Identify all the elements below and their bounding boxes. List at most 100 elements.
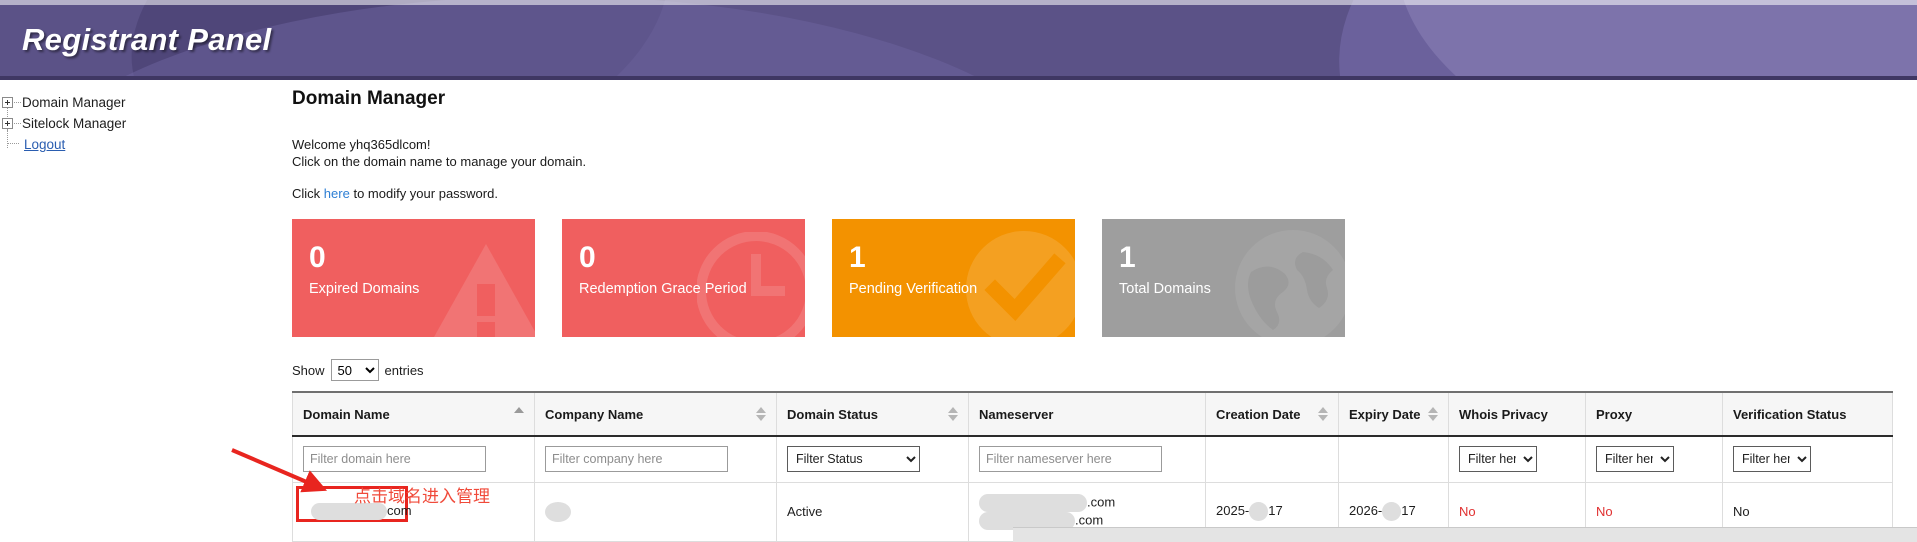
stat-card-expired-domains[interactable]: 0 Expired Domains (292, 219, 535, 337)
column-label: Domain Status (787, 406, 879, 422)
column-label: Proxy (1596, 406, 1633, 422)
column-header-proxy[interactable]: Proxy (1585, 391, 1723, 437)
welcome-block: Welcome yhq365dlcom! Click on the domain… (292, 136, 1892, 170)
sidebar-item-label: Sitelock Manager (22, 116, 127, 131)
redacted-date-blob (1382, 502, 1402, 521)
banner-bottom-border (0, 76, 1917, 80)
column-header-domain-status[interactable]: Domain Status (776, 391, 969, 437)
redacted-domain-blob (311, 503, 387, 521)
sort-ascending-icon[interactable] (514, 406, 524, 422)
cell-domain-status: Active (776, 481, 969, 542)
domain-status-value: Active (787, 504, 823, 519)
expand-plus-icon[interactable] (2, 97, 13, 108)
stat-value: 1 (1119, 241, 1136, 274)
sidebar-item-sitelock-manager[interactable]: Sitelock Manager (0, 113, 280, 148)
sort-toggle-icon[interactable] (1318, 406, 1328, 422)
column-header-whois-privacy[interactable]: Whois Privacy (1448, 391, 1586, 437)
nameserver-suffix: .com (1087, 493, 1116, 509)
nameserver-suffix: .com (1075, 511, 1104, 527)
domain-filter-input[interactable] (303, 446, 486, 473)
tree-vline (7, 108, 8, 127)
app-banner: Registrant Panel (0, 0, 1917, 76)
stat-label: Total Domains (1119, 281, 1211, 297)
bottom-overlay-strip (1013, 527, 1917, 542)
verification-filter-select[interactable]: Filter hereYesNo (1733, 446, 1811, 473)
main-content: Domain Manager Welcome yhq365dlcom! Clic… (292, 88, 1893, 542)
filter-cell-verification-status: Filter hereYesNo (1722, 435, 1893, 483)
proxy-filter-select[interactable]: Filter hereYesNo (1596, 446, 1674, 473)
verification-status-value: No (1733, 504, 1750, 519)
tree-connector (14, 102, 21, 103)
sidebar-nav: Domain Manager Sitelock Manager Logout (0, 92, 280, 155)
redacted-date-blob (1249, 502, 1269, 521)
sidebar-item-logout[interactable]: Logout (0, 130, 280, 155)
sidebar-item-label[interactable]: Logout (24, 137, 66, 152)
table-header-row: Domain Name Company Name Domain Status N… (292, 391, 1893, 437)
redacted-nameserver-blob (979, 511, 1075, 530)
column-header-domain-name[interactable]: Domain Name (292, 391, 535, 437)
sidebar-item-domain-manager[interactable]: Domain Manager (0, 92, 280, 127)
sort-toggle-icon[interactable] (1428, 406, 1438, 422)
tree-connector (14, 123, 21, 124)
page-length-select[interactable]: 102550100 (330, 359, 379, 381)
domains-table: Domain Name Company Name Domain Status N… (292, 391, 1893, 542)
column-label: Verification Status (1733, 406, 1847, 422)
creation-date-suffix: 17 (1268, 502, 1283, 518)
whois-privacy-filter-select[interactable]: Filter hereYesNo (1459, 446, 1537, 473)
filter-cell-expiry-date (1338, 435, 1449, 483)
stat-value: 0 (579, 241, 596, 274)
annotation-text: 点击域名进入管理 (354, 487, 490, 507)
stat-label: Expired Domains (309, 281, 420, 297)
proxy-value: No (1596, 504, 1613, 519)
filter-cell-whois-privacy: Filter hereYesNo (1448, 435, 1586, 483)
password-hint-line: Click here to modify your password. (292, 186, 1892, 201)
expand-plus-icon[interactable] (2, 118, 13, 129)
nameserver-filter-input[interactable] (979, 446, 1162, 473)
column-label: Company Name (545, 406, 644, 422)
cell-company-name (534, 481, 777, 542)
column-header-nameserver[interactable]: Nameserver (968, 391, 1206, 437)
table-filter-row: Filter StatusActiveExpiredPending Filter… (292, 435, 1893, 483)
whois-privacy-value: No (1459, 504, 1476, 519)
sort-toggle-icon[interactable] (756, 406, 766, 422)
password-hint-prefix: Click (292, 186, 321, 201)
page-title: Domain Manager (292, 88, 446, 109)
column-label: Expiry Date (1349, 406, 1421, 422)
change-password-link[interactable]: here (323, 186, 350, 201)
globe-icon (1231, 226, 1345, 337)
status-filter-select[interactable]: Filter StatusActiveExpiredPending (787, 446, 920, 473)
check-circle-icon (963, 228, 1075, 337)
column-label: Nameserver (979, 406, 1054, 422)
warning-triangle-icon (427, 240, 535, 337)
stat-value: 0 (309, 241, 326, 274)
stat-value: 1 (849, 241, 866, 274)
filter-cell-domain-status: Filter StatusActiveExpiredPending (776, 435, 969, 483)
redacted-company-blob (545, 501, 571, 522)
nameserver-line-2: .com (979, 511, 1195, 530)
stat-card-total-domains[interactable]: 1 Total Domains (1102, 219, 1345, 337)
expiry-date-prefix: 2026- (1349, 502, 1383, 518)
annotation-arrow-icon (231, 448, 328, 493)
stat-label: Pending Verification (849, 281, 978, 297)
stat-label: Redemption Grace Period (579, 281, 747, 297)
stat-card-redemption-grace-period[interactable]: 0 Redemption Grace Period (562, 219, 805, 337)
nameserver-line-1: .com (979, 493, 1195, 512)
column-header-expiry-date[interactable]: Expiry Date (1338, 391, 1449, 437)
stat-card-pending-verification[interactable]: 1 Pending Verification (832, 219, 1075, 337)
filter-cell-company-name (534, 435, 777, 483)
stat-cards: 0 Expired Domains 0 Redemption Grace Per… (292, 219, 1892, 337)
column-header-creation-date[interactable]: Creation Date (1205, 391, 1339, 437)
column-header-company-name[interactable]: Company Name (534, 391, 777, 437)
filter-cell-creation-date (1205, 435, 1339, 483)
column-label: Whois Privacy (1459, 406, 1548, 422)
sort-toggle-icon[interactable] (948, 406, 958, 422)
filter-cell-nameserver (968, 435, 1206, 483)
welcome-instruction: Click on the domain name to manage your … (292, 154, 587, 169)
cell-domain-name[interactable]: com (292, 481, 535, 542)
sidebar-item-label: Domain Manager (22, 95, 126, 110)
banner-top-highlight (0, 0, 1917, 5)
column-header-verification-status[interactable]: Verification Status (1722, 391, 1893, 437)
clock-icon (696, 231, 805, 337)
expiry-date-suffix: 17 (1401, 502, 1416, 518)
company-filter-input[interactable] (545, 446, 728, 473)
